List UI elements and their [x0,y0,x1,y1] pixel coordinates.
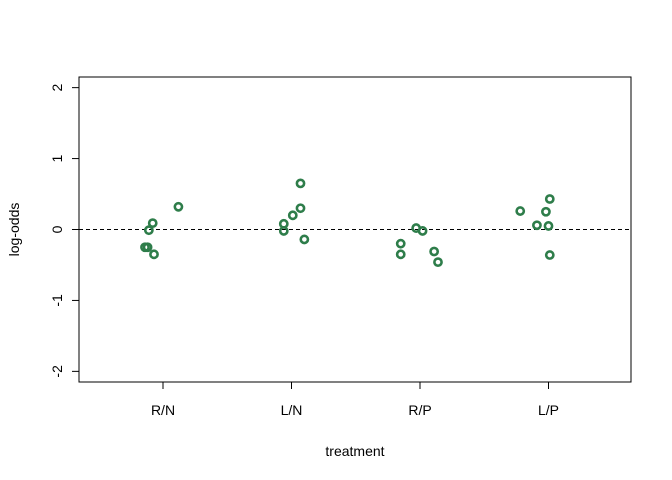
x-tick-label: R/N [151,402,175,418]
data-point [295,203,306,214]
x-axis: R/N L/N R/P L/P [151,382,559,418]
data-point [532,220,542,231]
data-point [433,257,443,268]
x-tick-label: L/N [281,402,303,418]
data-point [147,218,158,229]
data-point [149,249,159,260]
y-tick-label: 0 [49,225,65,233]
data-point [173,201,184,212]
data-point [395,249,406,260]
data-point [299,234,310,245]
data-point [395,238,406,249]
y-tick-label: 1 [49,154,65,162]
data-point [544,250,555,260]
data-point [429,246,440,257]
data-point [287,210,298,221]
y-axis: -2 -1 0 1 2 [49,84,79,378]
y-tick-label: -2 [49,365,65,378]
data-point [544,194,555,204]
data-point [278,218,289,229]
data-point [417,226,428,236]
data-point [142,242,153,253]
data-point [515,206,526,216]
y-axis-label: log-odds [6,203,22,257]
y-tick-label: -1 [49,294,65,307]
x-tick-label: L/P [538,402,559,418]
y-tick-label: 2 [49,84,65,92]
data-point [143,225,154,236]
data-points [140,178,555,268]
data-point [295,178,306,189]
data-point [543,221,554,231]
x-tick-label: R/P [408,402,431,418]
x-axis-label: treatment [325,443,384,459]
data-point [541,206,551,217]
